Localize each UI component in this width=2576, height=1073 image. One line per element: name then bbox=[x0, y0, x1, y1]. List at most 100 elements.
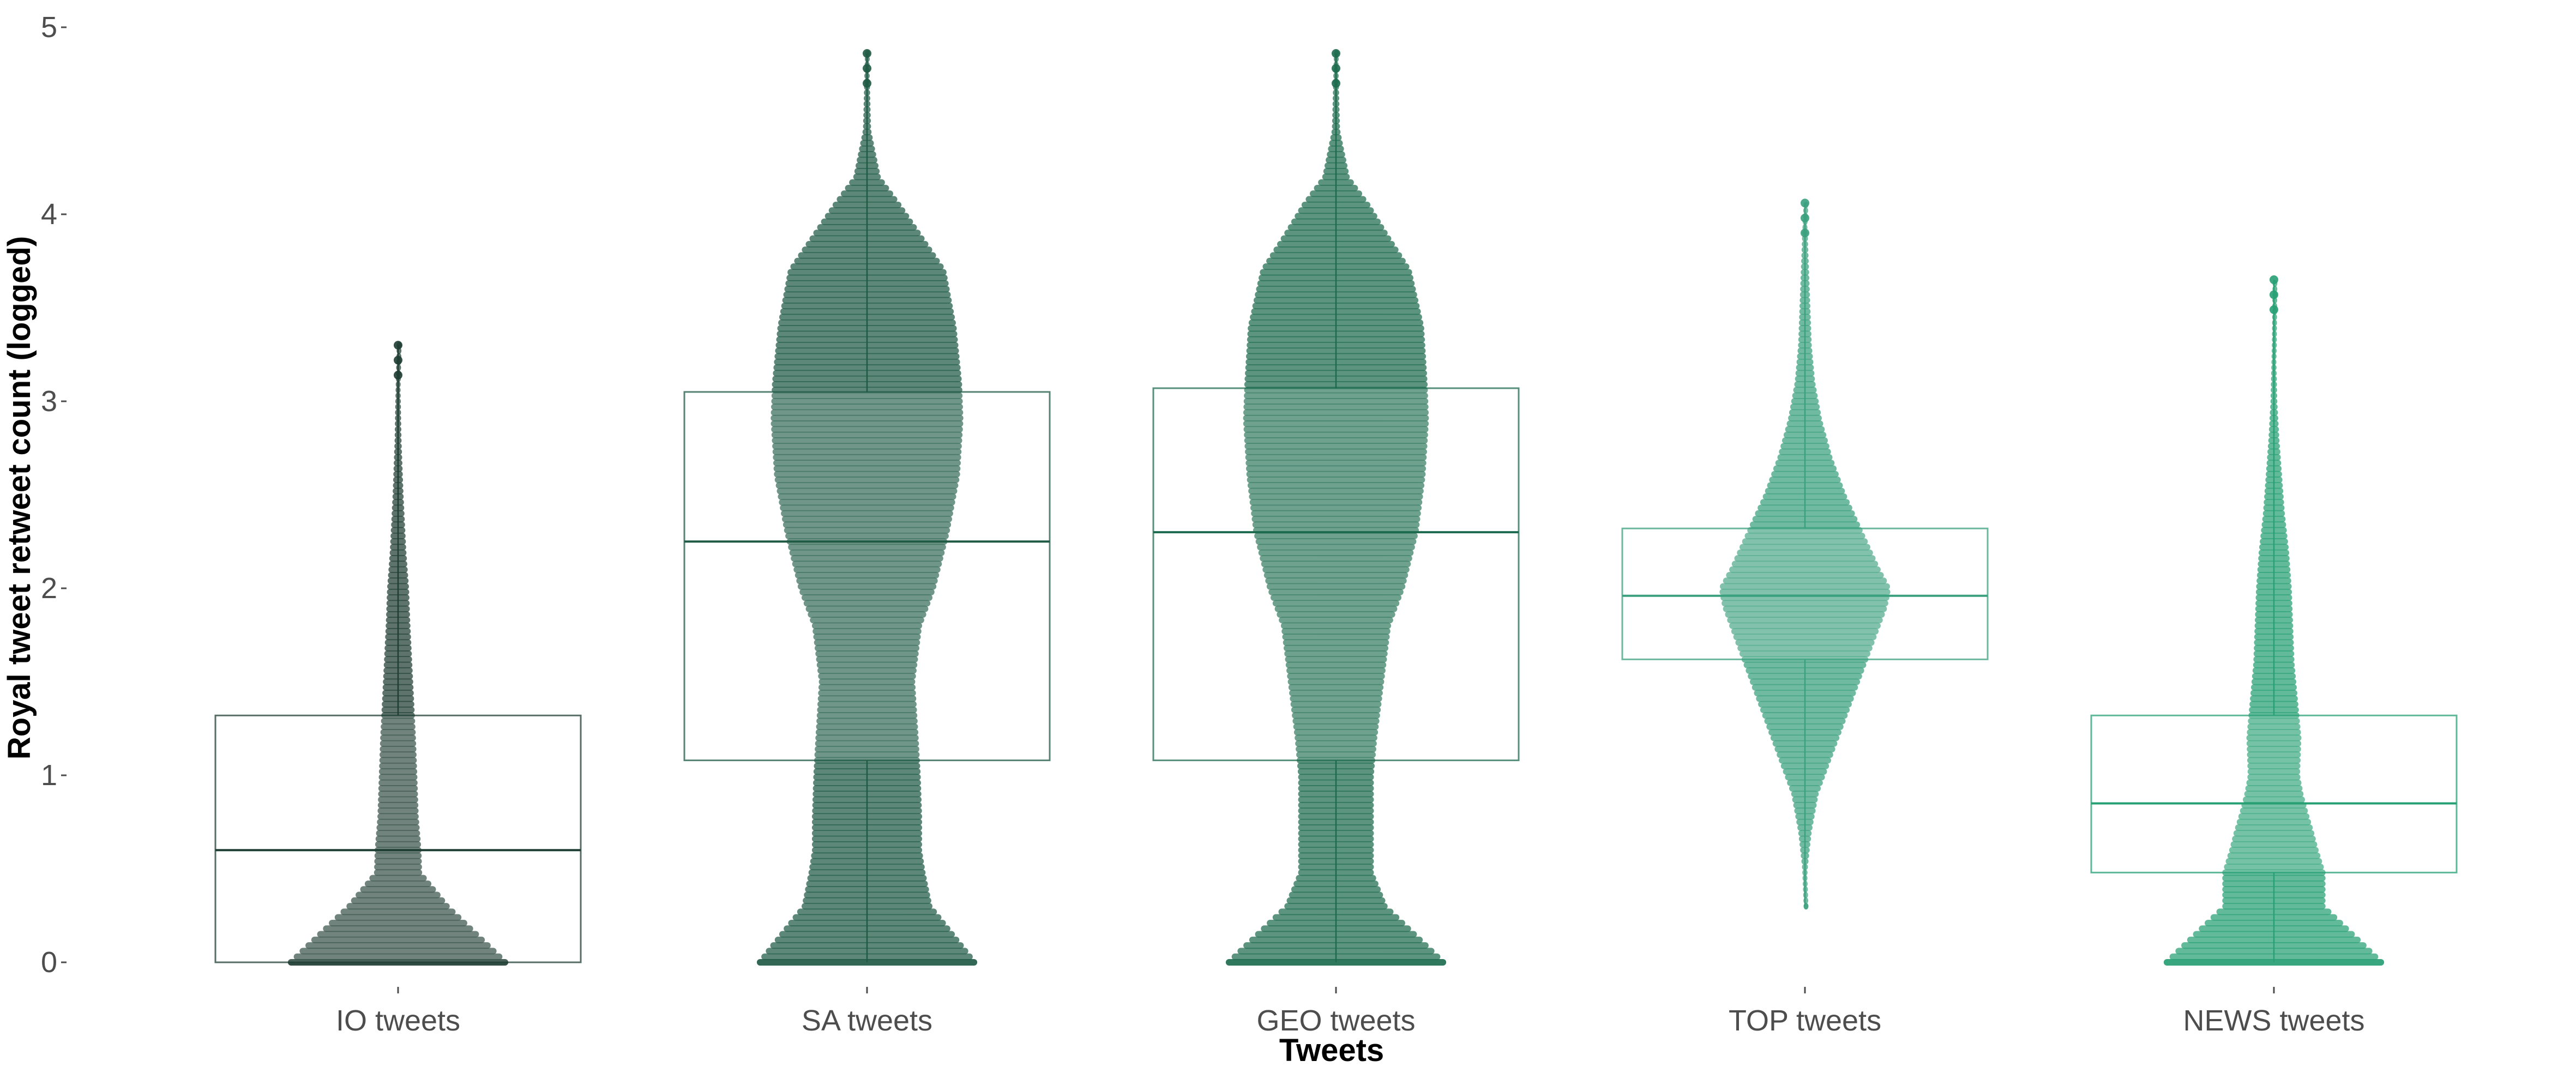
swarm-point-row bbox=[1249, 499, 1423, 506]
swarm-point-row bbox=[2248, 718, 2300, 725]
swarm-point-row bbox=[380, 740, 417, 747]
swarm-point-row bbox=[818, 673, 916, 680]
swarm-point-row bbox=[369, 875, 427, 882]
swarm-point-row bbox=[771, 403, 963, 411]
swarm-point-row bbox=[815, 745, 919, 752]
swarm-point-row bbox=[775, 482, 959, 489]
swarm-point-row bbox=[377, 818, 419, 825]
swarm-point-row bbox=[1723, 577, 1887, 584]
iqr-box bbox=[1621, 527, 1989, 660]
swarm-point-row bbox=[1742, 538, 1868, 545]
swarm-point-row bbox=[1290, 701, 1382, 708]
swarm-point-row bbox=[817, 667, 917, 674]
swarm-point-row bbox=[375, 841, 422, 848]
swarm-point-row bbox=[793, 566, 941, 573]
swarm-point-row bbox=[772, 443, 962, 450]
swarm-point-row bbox=[1243, 409, 1429, 416]
iqr-box bbox=[683, 391, 1051, 762]
swarm-point-row bbox=[377, 801, 419, 809]
swarm-point-row bbox=[815, 740, 919, 747]
swarm-point-row bbox=[771, 414, 964, 421]
swarm-point-row bbox=[2247, 751, 2301, 758]
swarm-point-row bbox=[293, 953, 503, 960]
swarm-point-row bbox=[2243, 796, 2305, 803]
swarm-point-row bbox=[378, 791, 418, 798]
swarm-point-row bbox=[1255, 538, 1417, 545]
swarm-point-row bbox=[772, 437, 962, 444]
swarm-point-row bbox=[795, 571, 940, 578]
swarm-point-row bbox=[773, 454, 961, 461]
swarm-point-row bbox=[1248, 487, 1424, 495]
swarm-point-row bbox=[1803, 207, 1808, 214]
swarm-point-row bbox=[773, 465, 961, 472]
swarm-point-row bbox=[1252, 521, 1420, 528]
swarm-point-row bbox=[1245, 460, 1427, 467]
swarm-point-row bbox=[1726, 571, 1884, 578]
boxplot-layer bbox=[214, 53, 2458, 963]
swarm-point-row bbox=[803, 600, 931, 607]
swarm-point-row bbox=[1257, 544, 1415, 551]
swarm-point-row bbox=[2230, 841, 2318, 848]
swarm-point-row bbox=[816, 718, 918, 725]
swarm-point-row bbox=[1245, 465, 1427, 472]
swarm-point-row bbox=[814, 639, 920, 646]
swarm-point-row bbox=[818, 684, 916, 691]
swarm-point-row bbox=[1282, 634, 1390, 641]
swarm-point-row bbox=[1251, 510, 1421, 517]
swarm-point-row bbox=[1737, 549, 1873, 556]
swarm-point-row bbox=[305, 942, 491, 949]
swarm-point-row bbox=[2247, 745, 2301, 752]
swarm-point-row bbox=[781, 510, 953, 517]
swarm-point-row bbox=[299, 948, 497, 955]
swarm-point-row bbox=[2246, 734, 2302, 742]
swarm-point-row bbox=[1284, 650, 1388, 658]
box-geo-tweets bbox=[1152, 53, 1520, 962]
swarm-point-row bbox=[378, 774, 418, 781]
swarm-point-row bbox=[818, 678, 916, 685]
swarm-geo-tweets bbox=[1225, 49, 1447, 966]
swarm-point-row bbox=[1735, 639, 1875, 646]
swarm-point-row bbox=[817, 695, 917, 702]
swarm-point-row bbox=[1296, 745, 1376, 752]
swarm-point-row bbox=[378, 768, 418, 775]
swarm-point-row bbox=[376, 824, 420, 831]
swarm-point-row bbox=[2240, 807, 2308, 815]
swarm-point-row bbox=[1266, 583, 1406, 590]
swarm-point-row bbox=[1734, 555, 1876, 562]
swarm-point-row bbox=[317, 931, 479, 938]
swarm-point-row bbox=[785, 532, 949, 539]
x-tick-label: SA tweets bbox=[802, 1004, 932, 1037]
swarm-point-row bbox=[1287, 678, 1385, 685]
swarm-point-row bbox=[375, 835, 421, 842]
swarm-point-row bbox=[1245, 454, 1427, 461]
swarm-top-tweets bbox=[1719, 198, 1891, 910]
swarm-point-row bbox=[380, 729, 416, 736]
swarm-point-row bbox=[374, 852, 422, 859]
swarm-point-row bbox=[1279, 617, 1393, 624]
swarm-point-row bbox=[380, 734, 416, 742]
swarm-point-row bbox=[816, 656, 918, 663]
swarm-point-row bbox=[2232, 835, 2316, 842]
iqr-box bbox=[2090, 714, 2458, 873]
swarm-point-row bbox=[1289, 690, 1383, 697]
swarm-point-row bbox=[2235, 824, 2313, 831]
swarm-point-row bbox=[792, 560, 942, 568]
swarm-point-row bbox=[1720, 583, 1890, 590]
swarm-point-row bbox=[1292, 718, 1380, 725]
swarm-point-row bbox=[1731, 628, 1879, 635]
swarm-point-row bbox=[1291, 706, 1381, 713]
swarm-point-row bbox=[1247, 477, 1425, 484]
swarm-point-row bbox=[2225, 858, 2322, 865]
swarm-point-row bbox=[1247, 482, 1425, 489]
swarm-point-row bbox=[789, 549, 945, 556]
swarm-point-row bbox=[799, 588, 935, 595]
swarm-point-row bbox=[374, 864, 422, 871]
swarm-point-row bbox=[381, 723, 416, 730]
swarm-point-row bbox=[1295, 734, 1377, 742]
swarm-point-row bbox=[791, 555, 943, 562]
swarm-point-row bbox=[1744, 532, 1865, 539]
swarm-point-row bbox=[774, 477, 960, 484]
iqr-box bbox=[1152, 387, 1520, 762]
swarm-point-row bbox=[346, 903, 450, 910]
